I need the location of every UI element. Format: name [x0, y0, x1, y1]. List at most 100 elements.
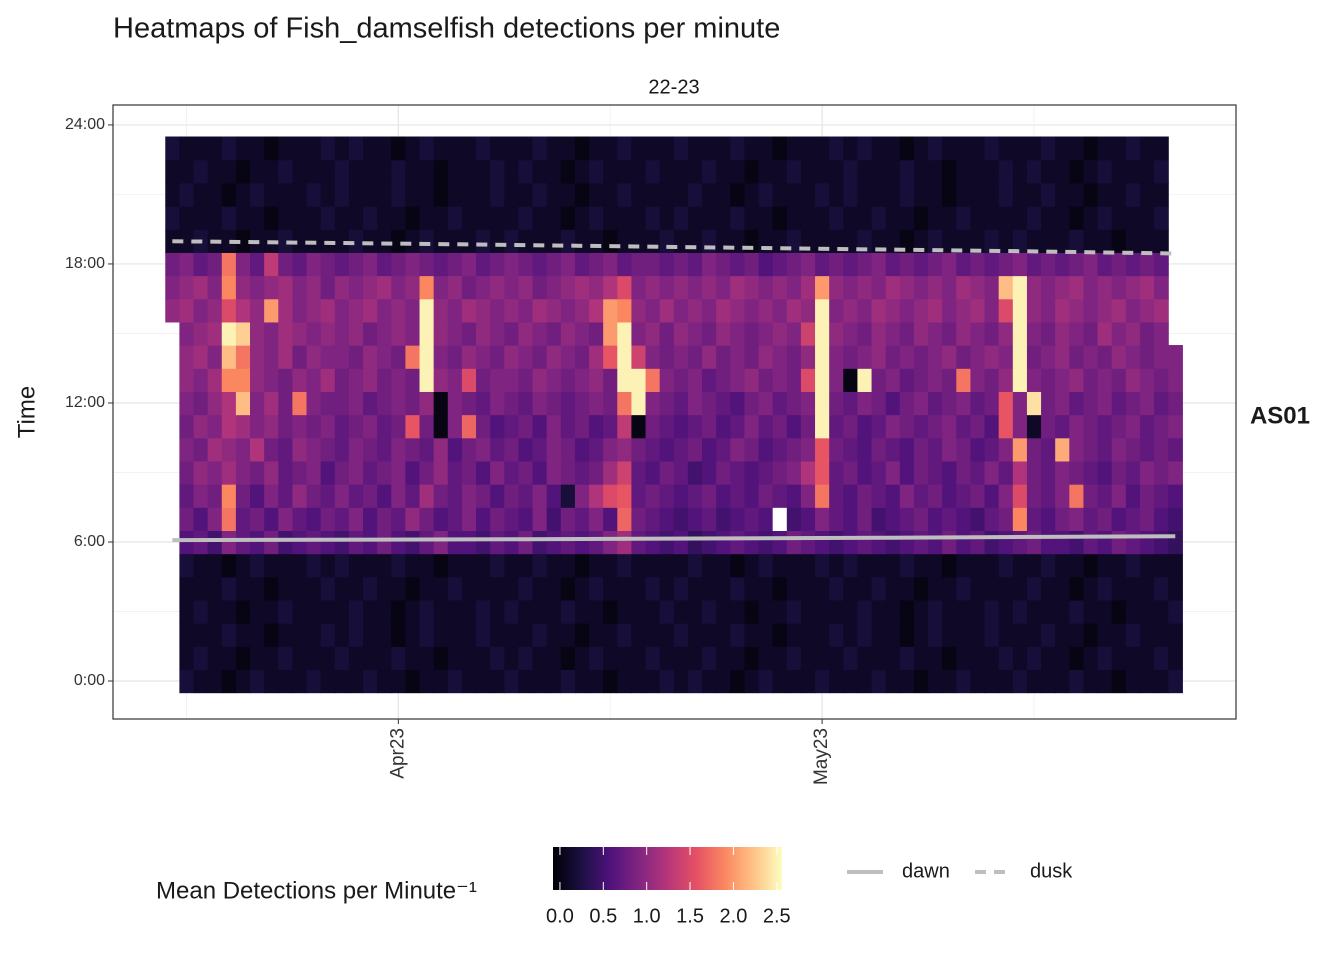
heatmap-cell: [589, 298, 604, 323]
heatmap-cell: [574, 321, 590, 346]
heatmap-cell: [207, 136, 223, 161]
heatmap-cell: [490, 252, 505, 277]
heatmap-cell: [970, 576, 986, 601]
heatmap-cell: [179, 507, 195, 531]
heatmap-cell: [193, 182, 209, 207]
heatmap-cell: [815, 321, 830, 346]
heatmap-cell: [433, 252, 449, 277]
heatmap-cell: [518, 646, 534, 671]
heatmap-cell: [306, 460, 322, 485]
heatmap-cell: [730, 159, 746, 184]
heatmap-cell: [970, 252, 986, 277]
heatmap-cell: [702, 484, 717, 508]
heatmap-cell: [504, 484, 520, 508]
heatmap-cell: [476, 599, 491, 624]
heatmap-cell: [1139, 159, 1155, 184]
heatmap-cell: [490, 345, 505, 369]
heatmap-cell: [1026, 182, 1042, 207]
heatmap-cell: [306, 553, 322, 578]
heatmap-cell: [518, 414, 534, 439]
heatmap-cell: [306, 368, 322, 392]
heatmap-cell: [970, 414, 986, 439]
heatmap-cell: [461, 298, 477, 323]
heatmap-cell: [617, 321, 633, 346]
heatmap-cell: [617, 599, 633, 624]
heatmap-cell: [1154, 136, 1169, 161]
heatmap-cell: [899, 391, 915, 416]
heatmap-cell: [574, 182, 590, 207]
heatmap-cell: [673, 460, 689, 485]
heatmap-cell: [843, 484, 859, 508]
heatmap-cell: [998, 669, 1014, 694]
heatmap-cell: [928, 507, 943, 531]
heatmap-cell: [320, 669, 336, 694]
heatmap-cell: [942, 298, 957, 323]
heatmap-cell: [645, 321, 661, 346]
heatmap-cell: [673, 159, 689, 184]
heatmap-cell: [264, 298, 279, 323]
heatmap-cell: [447, 530, 463, 555]
heatmap-cell: [574, 530, 590, 555]
heatmap-cell: [659, 229, 675, 253]
heatmap-cell: [363, 321, 378, 346]
heatmap-cell: [546, 669, 562, 694]
heatmap-cell: [913, 206, 929, 230]
heatmap-cell: [673, 414, 689, 439]
heatmap-cell: [334, 460, 350, 485]
heatmap-cell: [942, 159, 957, 184]
heatmap-cell: [942, 275, 957, 300]
heatmap-cell: [631, 576, 647, 601]
heatmap-cell: [433, 460, 449, 485]
heatmap-cell: [419, 136, 435, 161]
heatmap-cell: [998, 623, 1014, 647]
heatmap-cell: [913, 530, 929, 555]
heatmap-cell: [885, 599, 901, 624]
heatmap-cell: [702, 182, 717, 207]
heatmap-cell: [1026, 669, 1042, 694]
heatmap-cell: [433, 159, 449, 184]
heatmap-cell: [504, 646, 520, 671]
heatmap-cell: [193, 484, 209, 508]
heatmap-cell: [377, 576, 392, 601]
heatmap-cell: [659, 623, 675, 647]
heatmap-cell: [461, 136, 477, 161]
y-tick-label: 12:00: [65, 394, 105, 411]
heatmap-cell: [377, 437, 392, 462]
heatmap-cell: [885, 646, 901, 671]
heatmap-cell: [857, 391, 873, 416]
heatmap-cell: [264, 345, 279, 369]
heatmap-cell: [1026, 391, 1042, 416]
heatmap-cell: [292, 229, 308, 253]
heatmap-cell: [885, 507, 901, 531]
heatmap-cell: [1012, 368, 1028, 392]
heatmap-cell: [758, 530, 774, 555]
heatmap-cell: [334, 275, 350, 300]
heatmap-cell: [348, 460, 364, 485]
heatmap-cell: [419, 159, 435, 184]
heatmap-cell: [942, 623, 957, 647]
heatmap-cell: [1168, 391, 1183, 416]
heatmap-cell: [391, 136, 407, 161]
heatmap-cell: [1154, 275, 1169, 300]
heatmap-cell: [1154, 599, 1169, 624]
heatmap-cell: [659, 345, 675, 369]
heatmap-cell: [956, 229, 972, 253]
heatmap-cell: [518, 159, 534, 184]
heatmap-cell: [532, 437, 548, 462]
heatmap-cell: [278, 437, 293, 462]
heatmap-cell: [320, 345, 336, 369]
heatmap-cell: [829, 437, 844, 462]
heatmap-cell: [815, 182, 830, 207]
heatmap-cell: [518, 275, 534, 300]
heatmap-cell: [871, 553, 887, 578]
heatmap-cell: [419, 646, 435, 671]
heatmap-cell: [476, 321, 491, 346]
heatmap-cell: [363, 646, 378, 671]
heatmap-cell: [1125, 460, 1141, 485]
heatmap-cell: [716, 321, 731, 346]
heatmap-cell: [1097, 206, 1113, 230]
heatmap-cell: [348, 182, 364, 207]
heatmap-cell: [716, 136, 731, 161]
heatmap-cell: [348, 136, 364, 161]
heatmap-cell: [786, 252, 802, 277]
